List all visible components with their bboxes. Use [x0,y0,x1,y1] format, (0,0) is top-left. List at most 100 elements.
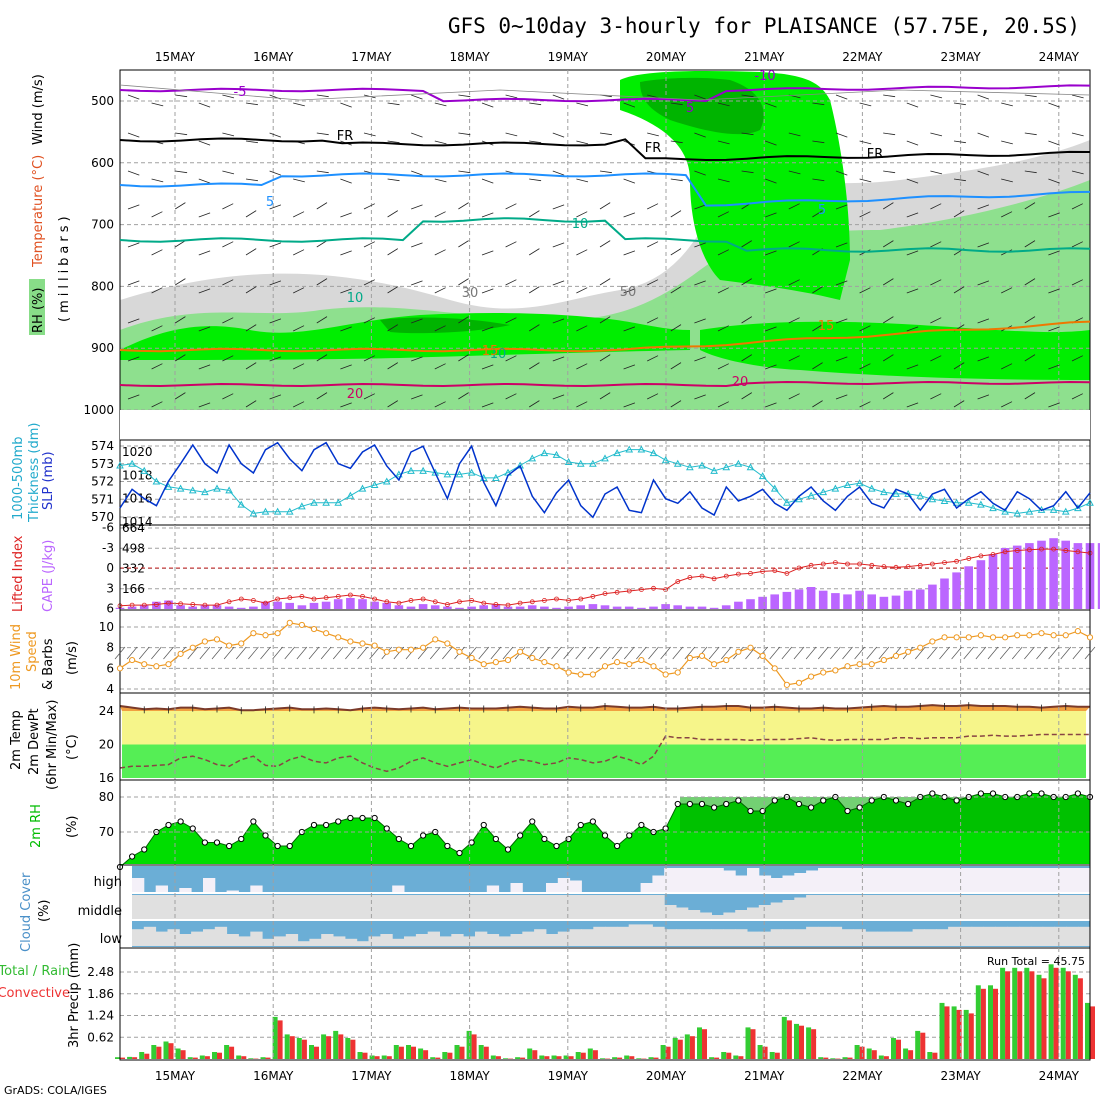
wind-barb [127,242,140,248]
date-label-bottom: 20MAY [646,1069,687,1083]
wind-speed-marker [504,656,512,664]
cloud-cell [344,895,358,920]
rh-marker [977,790,984,797]
precip-conv-bar [859,1046,865,1059]
wind-speed-marker [589,671,596,678]
wind-barb [953,286,965,294]
cloud-cell [888,931,902,946]
thickness-marker [334,498,343,506]
precip-total-bar [478,1045,484,1059]
cloud-cell [687,929,701,946]
wind-barb [458,278,469,286]
cape-bar [418,604,428,609]
cloud-cell [356,941,369,946]
wind-barb [316,94,329,98]
cape-bar [1025,543,1034,609]
cape-bar [794,589,804,609]
rh-marker [929,790,936,797]
wind-speed-marker [868,661,875,668]
thickness-marker [1086,498,1094,506]
wind-speed-marker [201,638,208,645]
cloud-cell [238,936,251,946]
wind-barb [882,202,894,210]
precip-total-bar [527,1048,533,1059]
cape-bar [333,599,343,609]
wind-speed-marker [626,661,633,668]
li-marker [141,602,147,608]
wind-barb [1048,250,1060,256]
cloud-cell [321,895,334,920]
cloud-cell [1030,895,1044,920]
li-marker [639,587,644,592]
precip-total-bar [830,1058,836,1059]
wind-barb [411,280,423,286]
wind-barb [741,240,753,248]
wind-barb [320,646,332,660]
wind-speed-marker [674,669,681,676]
thickness-marker [686,463,694,471]
wind-speed-marker [953,634,960,641]
wind-speed-marker [1026,632,1033,639]
cloud-cell [794,929,807,946]
precip-total-bar [199,1055,205,1059]
wind-barb [741,392,753,400]
cloud-cell [486,895,500,920]
cloud-cell [356,895,369,920]
precip-total-bar [333,1030,339,1059]
wind-speed-marker [917,644,924,651]
rh-marker [989,790,997,797]
wind-speed-marker [395,646,402,653]
cloud-cell [155,895,168,920]
rh-marker [480,821,487,829]
wind-barb [647,132,659,137]
wind-tick: 6 [106,661,114,675]
thickness-marker [940,496,949,505]
wind-barb [670,178,683,182]
precip-total-bar [587,1048,593,1059]
slp-tick: 1016 [122,492,153,506]
cloud-cell [735,929,748,946]
wind-barb [694,94,706,100]
cloud-cell [273,895,287,920]
upper-wind-label: Wind (m/s) [31,74,46,145]
li-marker [990,552,996,557]
contour-label: 10 [572,217,589,232]
li-marker [493,602,499,607]
cape-bar [430,605,440,609]
wind-barb [883,94,896,98]
li-marker [954,558,959,564]
rh-marker [771,797,778,804]
precip-total-bar [842,1057,848,1059]
contour-label: 5 [686,101,694,116]
precip-conv-bar [520,1057,526,1059]
pressure-tick: 900 [91,341,114,355]
cloud-cell [155,885,168,893]
cape-bar [382,602,391,609]
li-marker [760,569,765,574]
li-marker [1063,548,1069,553]
wind-barb [953,140,966,144]
li-marker [808,562,814,568]
wind-barb [765,288,777,294]
rh-marker [238,835,245,843]
thickness-marker [576,459,585,467]
precip-conv-bar [132,1057,138,1059]
upper-rh-label: RH (%) [31,288,46,333]
cape-bar [770,594,779,609]
wind-barb [481,178,494,184]
thickness-marker [880,488,888,496]
wind-barb [272,646,283,660]
chart-title: GFS 0~10day 3-hourly for PLAISANCE (57.7… [448,14,1080,38]
wind-barb [434,287,446,294]
li-marker [226,599,232,605]
wind-barb [999,646,1011,660]
rh-label: 2m RH [29,804,44,848]
wind-barb [599,170,612,174]
cape-bar [455,607,464,609]
cloud-cell [616,895,630,920]
wind-barb [481,364,494,370]
cape-bar [697,606,707,609]
wind-speed-marker [698,652,706,660]
cloud-cell [865,868,878,893]
